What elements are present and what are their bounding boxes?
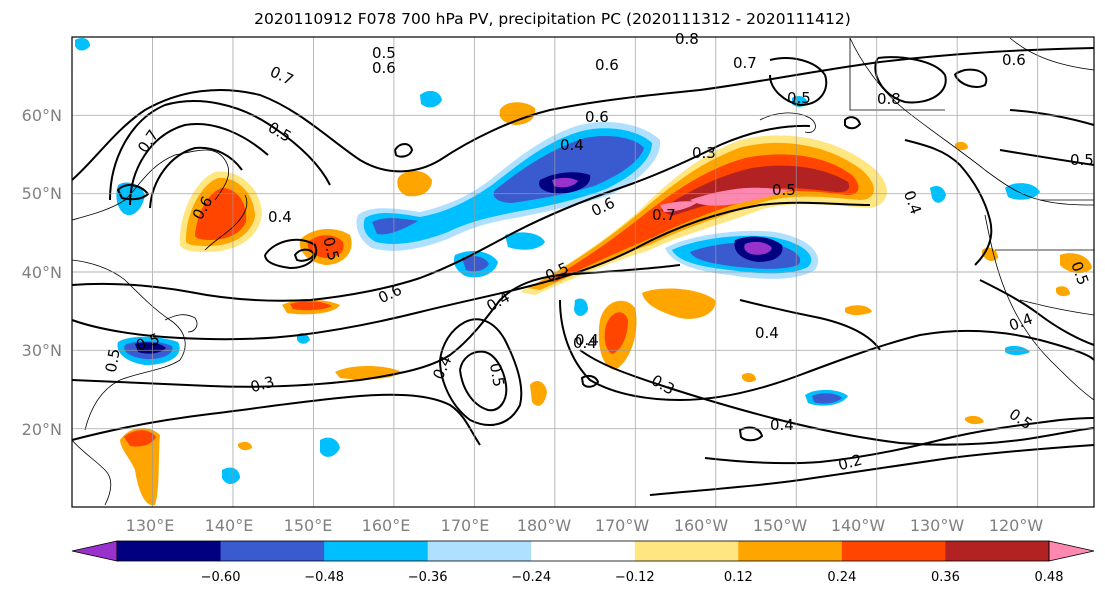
lon-tick-label: 160°E bbox=[362, 516, 411, 535]
contour-label: 0.8 bbox=[877, 90, 901, 108]
contour-label: 0.4 bbox=[429, 353, 455, 382]
lon-tick-labels: 130°E 140°E 150°E 160°E 170°E 180°W 170°… bbox=[126, 516, 1044, 535]
contour-label: 0.5 bbox=[787, 89, 811, 107]
contour-label: 0.3 bbox=[249, 373, 277, 397]
contour-label: 0.4 bbox=[268, 208, 292, 226]
colorbar-tick-label: 0.48 bbox=[1035, 570, 1064, 585]
contour-label: 0.2 bbox=[836, 451, 864, 475]
contour-label: 0.7 bbox=[267, 63, 296, 89]
contour-label: 0.7 bbox=[733, 54, 757, 72]
contour-label: 0.3 bbox=[648, 371, 678, 399]
gridlines bbox=[72, 37, 1094, 507]
colorbar-tick-label: −0.12 bbox=[615, 570, 655, 585]
colorbar-tick-label: 0.24 bbox=[827, 570, 856, 585]
coastlines bbox=[71, 37, 1095, 506]
lat-tick-label: 20°N bbox=[22, 420, 62, 439]
colorbar-frame bbox=[116, 540, 1050, 562]
contour-label: 0.5 bbox=[1070, 151, 1094, 169]
colorbar-bin bbox=[324, 541, 429, 561]
lat-tick-label: 40°N bbox=[22, 263, 62, 282]
colorbar: −0.60 −0.48 −0.36 −0.24 −0.12 0.12 0.24 0.36 0.4… bbox=[71, 540, 1095, 585]
contour-label: 0.6 bbox=[1002, 51, 1026, 69]
lon-tick-label: 160°W bbox=[674, 516, 729, 535]
lat-tick-label: 50°N bbox=[22, 184, 62, 203]
map-title: 2020110912 F078 700 hPa PV, precipitatio… bbox=[254, 10, 851, 28]
contour-label: 0.4 bbox=[1007, 310, 1036, 335]
colorbar-bin bbox=[634, 541, 739, 561]
colorbar-extend-low bbox=[71, 540, 118, 562]
colorbar-tick-label: 0.36 bbox=[931, 570, 960, 585]
contour-label: 0.7 bbox=[652, 206, 676, 224]
contour-label: 0.6 bbox=[372, 59, 396, 77]
colorbar-bin bbox=[841, 541, 946, 561]
contour-label: 0.5 bbox=[102, 347, 124, 374]
lon-tick-label: 150°W bbox=[753, 516, 808, 535]
lon-tick-label: 180°W bbox=[517, 516, 572, 535]
lon-tick-label: 170°W bbox=[595, 516, 650, 535]
precip-shading bbox=[75, 38, 1092, 506]
colorbar-bin bbox=[738, 541, 843, 561]
contour-label: 0.5 bbox=[319, 235, 343, 263]
lon-tick-label: 140°E bbox=[205, 516, 254, 535]
lon-tick-label: 170°E bbox=[441, 516, 490, 535]
colorbar-tick-label: 0.12 bbox=[724, 570, 753, 585]
contour-label: 0.4 bbox=[755, 324, 779, 342]
lat-tick-label: 60°N bbox=[22, 106, 62, 125]
contour-label: 0.6 bbox=[585, 108, 609, 126]
lon-tick-label: 130°W bbox=[910, 516, 965, 535]
colorbar-extend-high bbox=[1048, 540, 1095, 562]
lat-tick-labels: 60°N 50°N 40°N 30°N 20°N bbox=[22, 106, 62, 439]
contour-label: 0.4 bbox=[770, 416, 794, 434]
colorbar-bin bbox=[945, 541, 1050, 561]
contour-label: 0.4 bbox=[573, 334, 597, 352]
contour-label: 0.4 bbox=[900, 188, 925, 217]
colorbar-bin bbox=[117, 541, 222, 561]
lat-tick-label: 30°N bbox=[22, 341, 62, 360]
lon-tick-label: 120°W bbox=[989, 516, 1044, 535]
contour-label: 0.3 bbox=[692, 144, 716, 162]
lon-tick-label: 140°W bbox=[831, 516, 886, 535]
colorbar-bin bbox=[531, 541, 636, 561]
colorbar-tick-label: −0.60 bbox=[201, 570, 241, 585]
colorbar-bin bbox=[220, 541, 325, 561]
colorbar-tick-label: −0.48 bbox=[304, 570, 344, 585]
contour-label: 0.4 bbox=[560, 136, 584, 154]
contour-label: 0.7 bbox=[134, 126, 162, 156]
colorbar-bin bbox=[427, 541, 532, 561]
contour-label: 0.6 bbox=[595, 56, 619, 74]
contour-label: 0.5 bbox=[372, 44, 396, 62]
map-frame bbox=[71, 36, 1095, 508]
contour-label: 0.5 bbox=[486, 362, 508, 389]
lon-tick-label: 150°E bbox=[284, 516, 333, 535]
pv-contours bbox=[71, 47, 1095, 496]
contour-label: 0.5 bbox=[772, 181, 796, 199]
colorbar-tick-label: −0.36 bbox=[408, 570, 448, 585]
contour-label: 0.8 bbox=[675, 30, 699, 48]
lon-tick-label: 130°E bbox=[126, 516, 175, 535]
contour-label: 0.5 bbox=[265, 118, 295, 146]
colorbar-tick-label: −0.24 bbox=[511, 570, 551, 585]
contour-label: 0.4 bbox=[575, 331, 599, 349]
